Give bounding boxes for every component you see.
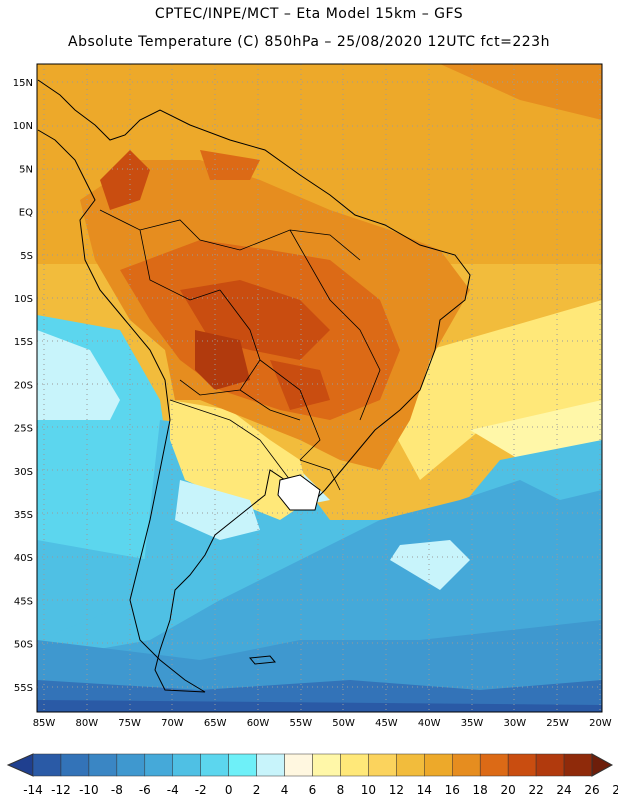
country-borders bbox=[99, 209, 381, 491]
latitude-label: 10N bbox=[13, 121, 33, 132]
colorbar-swatch bbox=[340, 753, 369, 777]
longitude-label: 75W bbox=[118, 718, 141, 729]
map-frame bbox=[36, 63, 603, 713]
latitude-label: 50S bbox=[14, 640, 33, 651]
colorbar-swatch bbox=[200, 753, 229, 777]
colorbar-label: 26 bbox=[584, 783, 599, 797]
colorbar-label: 12 bbox=[389, 783, 404, 797]
longitude-label: 35W bbox=[461, 718, 484, 729]
colorbar-swatch bbox=[60, 753, 90, 777]
colorbar-swatch bbox=[312, 753, 341, 777]
latitude-label: 20S bbox=[14, 380, 33, 391]
colorbar-label: -6 bbox=[139, 783, 151, 797]
colorbar-label: 18 bbox=[473, 783, 488, 797]
colorbar-label: -4 bbox=[167, 783, 179, 797]
longitude-label: 50W bbox=[332, 718, 355, 729]
colorbar-swatch bbox=[228, 753, 257, 777]
colorbar-swatch bbox=[368, 753, 397, 777]
colorbar-label: -2 bbox=[195, 783, 207, 797]
latitude-label: EQ bbox=[19, 208, 33, 219]
colorbar-label: -8 bbox=[111, 783, 123, 797]
colorbar-label: 6 bbox=[309, 783, 317, 797]
colorbar-label: 20 bbox=[501, 783, 516, 797]
colorbar-max-arrow bbox=[591, 753, 614, 777]
map-title-line2: Absolute Temperature (C) 850hPa – 25/08/… bbox=[68, 34, 550, 50]
longitude-label: 70W bbox=[161, 718, 184, 729]
longitude-label: 80W bbox=[75, 718, 98, 729]
colorbar-label: 16 bbox=[445, 783, 460, 797]
colorbar-swatch bbox=[563, 753, 593, 777]
colorbar-label: 28 bbox=[612, 783, 618, 797]
colorbar-label: 22 bbox=[528, 783, 543, 797]
latitude-label: 5N bbox=[19, 164, 33, 175]
colorbar-swatch bbox=[479, 753, 509, 777]
colorbar-swatch bbox=[172, 753, 201, 777]
map-title-line1: CPTEC/INPE/MCT – Eta Model 15km – GFS bbox=[154, 6, 464, 22]
colorbar-swatch bbox=[452, 753, 481, 777]
longitude-label: 55W bbox=[289, 718, 312, 729]
longitude-label: 65W bbox=[204, 718, 227, 729]
longitude-label: 30W bbox=[503, 718, 526, 729]
latitude-label: 15S bbox=[14, 337, 33, 348]
longitude-label: 20W bbox=[589, 718, 612, 729]
colorbar-swatch bbox=[116, 753, 146, 777]
falkland-islands bbox=[249, 655, 276, 665]
coastline bbox=[37, 79, 471, 693]
colorbar-min-arrow bbox=[6, 753, 34, 777]
colorbar-label: 4 bbox=[281, 783, 289, 797]
latitude-labels: 15N 10N 5N EQ 5S 10S 15S 20S 25S 30S 35S 40S 45S 50S 5… bbox=[13, 78, 33, 694]
latitude-label: 10S bbox=[14, 294, 33, 305]
colorbar-label: 0 bbox=[225, 783, 233, 797]
graticule bbox=[37, 64, 602, 712]
colorbar-swatch bbox=[424, 753, 453, 777]
longitude-label: 60W bbox=[247, 718, 270, 729]
latitude-label: 25S bbox=[14, 424, 33, 435]
longitude-label: 85W bbox=[33, 718, 56, 729]
colorbar-swatch bbox=[507, 753, 537, 777]
colorbar-swatch bbox=[32, 753, 62, 777]
colorbar-swatch bbox=[396, 753, 425, 777]
longitude-label: 40W bbox=[418, 718, 441, 729]
colorbar-swatch bbox=[535, 753, 565, 777]
color-legend: -14 -12 -10 -8 -6 -4 -2 0 2 4 6 8 10 12 14 16 18 20 22 24 26… bbox=[6, 753, 618, 797]
latitude-label: 35S bbox=[14, 510, 33, 521]
colorbar-label: 24 bbox=[556, 783, 571, 797]
colorbar-label: -12 bbox=[51, 783, 71, 797]
latitude-label: 45S bbox=[14, 596, 33, 607]
latitude-label: 55S bbox=[14, 683, 33, 694]
colorbar-label: 8 bbox=[337, 783, 345, 797]
longitude-labels: 85W 80W 75W 70W 65W 60W 55W 50W 45W 40W 35W 30W 25W 2… bbox=[33, 718, 612, 729]
colorbar-label: 10 bbox=[361, 783, 376, 797]
longitude-label: 45W bbox=[375, 718, 398, 729]
colorbar-label: -10 bbox=[79, 783, 99, 797]
colorbar-swatch bbox=[88, 753, 118, 777]
colorbar-swatch bbox=[256, 753, 285, 777]
colorbar-label: 14 bbox=[417, 783, 432, 797]
longitude-label: 25W bbox=[546, 718, 569, 729]
colorbar-label: 2 bbox=[253, 783, 261, 797]
temperature-field bbox=[37, 64, 602, 712]
latitude-label: 40S bbox=[14, 553, 33, 564]
latitude-label: 15N bbox=[13, 78, 33, 89]
colorbar-label: -14 bbox=[23, 783, 43, 797]
colorbar-swatch bbox=[284, 753, 313, 777]
uruguay-outline bbox=[277, 474, 321, 511]
colorbar-swatch bbox=[144, 753, 174, 777]
latitude-label: 5S bbox=[20, 251, 33, 262]
latitude-label: 30S bbox=[14, 467, 33, 478]
